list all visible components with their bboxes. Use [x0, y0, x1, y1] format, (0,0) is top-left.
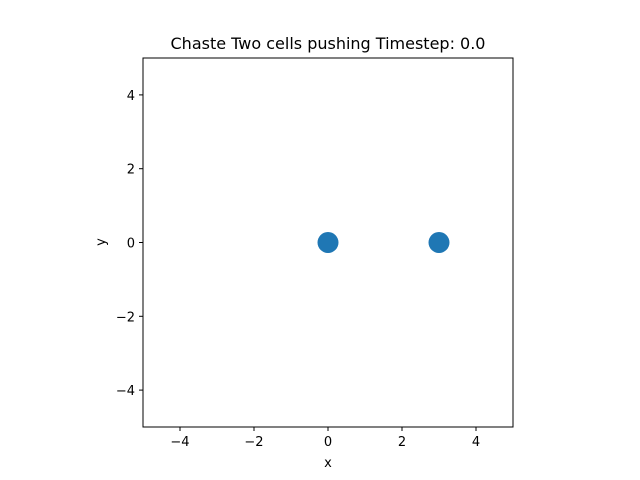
x-tick-label: −4 — [170, 435, 189, 450]
x-axis-label: x — [324, 456, 332, 471]
cell-point — [317, 232, 339, 253]
y-tick-label: 2 — [127, 163, 135, 178]
x-tick-label: −2 — [244, 435, 263, 450]
cell-point — [428, 232, 450, 253]
y-axis: −4 −2 0 2 4 — [116, 89, 143, 399]
y-axis-label: y — [94, 238, 109, 246]
y-tick-label: −2 — [116, 310, 135, 325]
x-axis: −4 −2 0 2 4 — [170, 427, 480, 450]
x-tick-label: 0 — [324, 435, 332, 450]
y-tick-label: 0 — [127, 237, 135, 252]
chart-title: Chaste Two cells pushing Timestep: 0.0 — [171, 34, 486, 53]
y-tick-label: 4 — [127, 89, 135, 104]
x-tick-label: 4 — [472, 435, 480, 450]
data-points — [317, 232, 450, 253]
y-tick-label: −4 — [116, 384, 135, 399]
x-tick-label: 2 — [398, 435, 406, 450]
